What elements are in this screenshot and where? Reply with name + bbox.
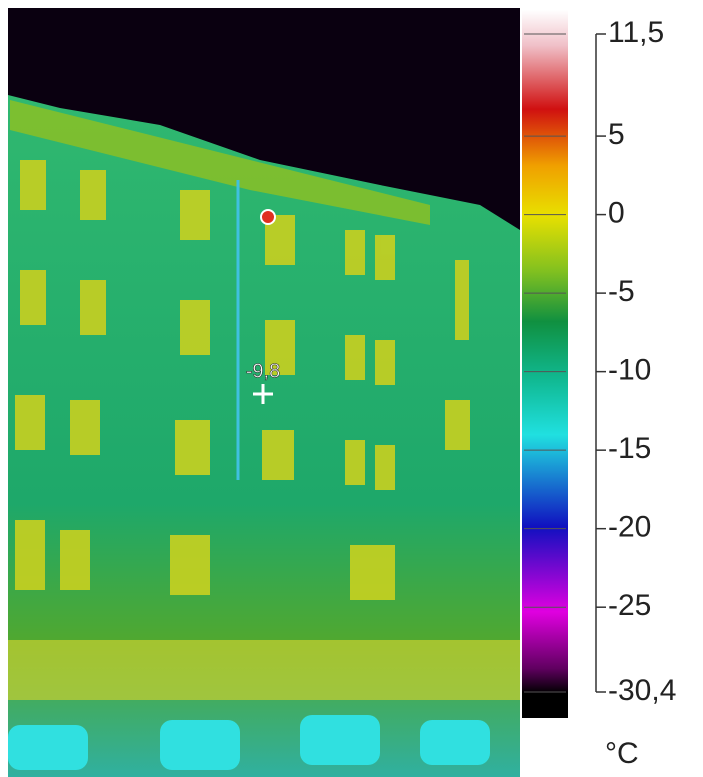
scale-label: -20 <box>608 511 651 544</box>
scale-label: 11,5 <box>608 16 664 49</box>
scale-label: -30,4 <box>608 674 676 707</box>
spot-reading: -9,8 <box>246 360 280 382</box>
scale-label: 5 <box>608 118 625 151</box>
scale-label: 0 <box>608 197 625 230</box>
color-scale <box>522 10 568 718</box>
scale-unit: °C <box>605 737 639 770</box>
scale-label: -10 <box>608 354 651 387</box>
scale-label: -15 <box>608 432 651 465</box>
scale-label: -25 <box>608 589 651 622</box>
scale-label: -5 <box>608 275 635 308</box>
thermal-image: -9,8 <box>8 8 520 777</box>
